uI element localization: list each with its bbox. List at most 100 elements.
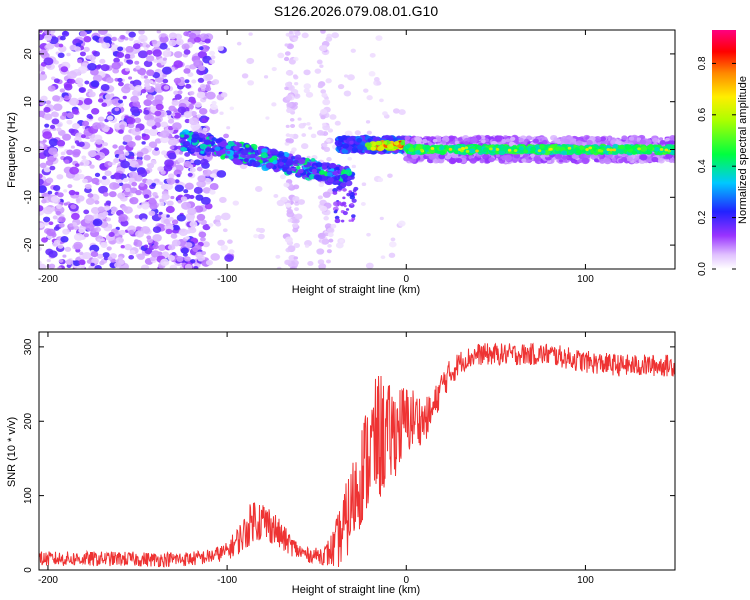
spectrogram-cell: [184, 141, 190, 146]
spectrogram-cell: [305, 157, 310, 162]
spectrogram-cell: [124, 53, 131, 59]
spectrogram-cell: [658, 137, 664, 141]
spectrogram-cell: [97, 30, 108, 35]
spectrogram-cell: [373, 77, 380, 82]
spectrogram-cell: [210, 103, 218, 111]
spectrogram-cell: [322, 143, 328, 148]
spectrogram-cell: [334, 175, 341, 181]
spectrogram-cell: [204, 38, 211, 44]
spectrogram-cell: [276, 199, 285, 207]
spectrogram-cell: [352, 188, 357, 193]
spectrogram-cell: [317, 259, 325, 265]
spectrogram-cell: [79, 30, 88, 37]
spectrogram-cell: [66, 263, 72, 268]
spectrogram-cell: [273, 150, 279, 155]
snr-frame: [38, 331, 676, 571]
spectrogram-cell: [122, 134, 133, 143]
spectrogram-cell: [275, 254, 281, 259]
spectrogram-cell: [370, 146, 376, 151]
spectrogram-cell: [116, 51, 125, 59]
spectrogram-cell: [158, 181, 164, 185]
spectrogram-cell: [323, 146, 331, 153]
spectrogram-cell: [48, 250, 58, 258]
spectrogram-cell: [174, 134, 180, 139]
spectrogram-cell: [159, 42, 168, 50]
spectrogram-cell: [347, 156, 353, 161]
spectrogram-cell: [52, 112, 59, 118]
spectrogram-cell: [101, 41, 111, 49]
spectrogram-cell: [518, 145, 524, 151]
spectrogram-cell: [247, 80, 255, 86]
spectrogram-cell: [60, 66, 69, 73]
spectrogram-cell: [128, 31, 136, 38]
spectrogram-cell: [301, 32, 309, 39]
spectrogram-cell: [121, 205, 129, 211]
spectrogram-cell: [129, 249, 136, 255]
spectrogram-cell: [570, 148, 577, 154]
spectrogram-cell: [177, 90, 183, 95]
spectrogram-cell: [134, 60, 140, 65]
spectrogram-cell: [454, 140, 460, 145]
spectrogram-cell: [162, 73, 167, 78]
spectrogram-heatmap: [39, 30, 680, 269]
spectrogram-cell: [48, 138, 59, 147]
spectrogram-cell: [154, 110, 162, 117]
spectrogram-cell: [148, 210, 156, 216]
spectrogram-cell: [144, 78, 151, 84]
spectrogram-cell: [94, 264, 102, 269]
spectrogram-cell: [96, 238, 102, 242]
spectrogram-cell: [148, 141, 158, 149]
spectrogram-cell: [100, 177, 111, 186]
spectrogram-cell: [216, 170, 227, 178]
spectrogram-cell: [245, 154, 251, 159]
spectrogram-cell: [97, 253, 104, 259]
spectrogram-cell: [350, 48, 356, 53]
spectrogram-cell: [106, 77, 114, 84]
spectrogram-cell: [76, 142, 82, 147]
spectrogram-cell: [124, 243, 133, 251]
spectrogram-cell: [81, 120, 90, 127]
spectrogram-cell: [316, 129, 325, 136]
spectrogram-cell: [140, 88, 147, 94]
spectrogram-cell: [189, 91, 195, 96]
spectrogram-cell: [539, 144, 545, 149]
spectrogram-cell: [104, 170, 112, 177]
spectrogram-cell: [581, 157, 590, 165]
spectrogram-cell: [121, 85, 131, 94]
spectrogram-cell: [156, 62, 162, 67]
spectrogram-cell: [134, 127, 141, 132]
spectrogram-cell: [135, 189, 142, 196]
spectrogram-cell: [344, 74, 349, 78]
spectrogram-ylabel: Frequency (Hz): [6, 112, 18, 188]
spectrogram-cell: [318, 182, 325, 188]
spectrogram-cell: [92, 35, 100, 41]
spectrogram-cell: [191, 79, 197, 84]
spectrogram-cell: [162, 78, 169, 84]
spectrogram-cell: [134, 214, 140, 219]
spectrogram-cell: [303, 88, 310, 94]
spectrogram-cell: [651, 156, 659, 163]
spectrogram-cell: [67, 184, 73, 189]
spectrogram-cell: [171, 251, 177, 256]
spectrogram-cell: [151, 149, 161, 156]
spectrogram-cell: [263, 75, 269, 79]
spectrogram-cell: [66, 112, 74, 119]
spectrogram-cell: [676, 145, 680, 149]
spectrogram-cell: [166, 200, 174, 207]
spectrogram-cell: [220, 92, 228, 98]
spectrogram-cell: [293, 242, 301, 249]
spectrogram-cell: [188, 117, 199, 126]
spectrogram-cell: [154, 117, 162, 124]
spectrogram-cell: [318, 263, 327, 269]
spectrogram-cell: [614, 155, 619, 159]
spectrogram-cell: [326, 138, 331, 143]
spectrogram-cell: [375, 140, 382, 146]
spectrogram-cell: [254, 185, 263, 193]
spectrogram-cell: [63, 189, 68, 193]
spectrogram-cell: [143, 99, 153, 107]
spectrogram-cell: [202, 241, 210, 248]
spectrogram-cell: [593, 158, 599, 163]
spectrogram-cell: [602, 150, 608, 154]
spectrogram-cell: [97, 206, 105, 212]
